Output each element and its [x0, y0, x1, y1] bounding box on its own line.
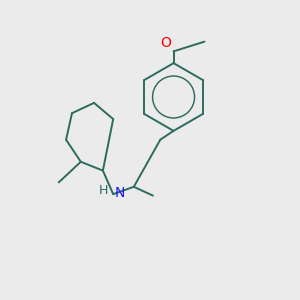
Text: N: N	[115, 186, 125, 200]
Text: H: H	[99, 184, 109, 197]
Text: O: O	[160, 37, 171, 50]
